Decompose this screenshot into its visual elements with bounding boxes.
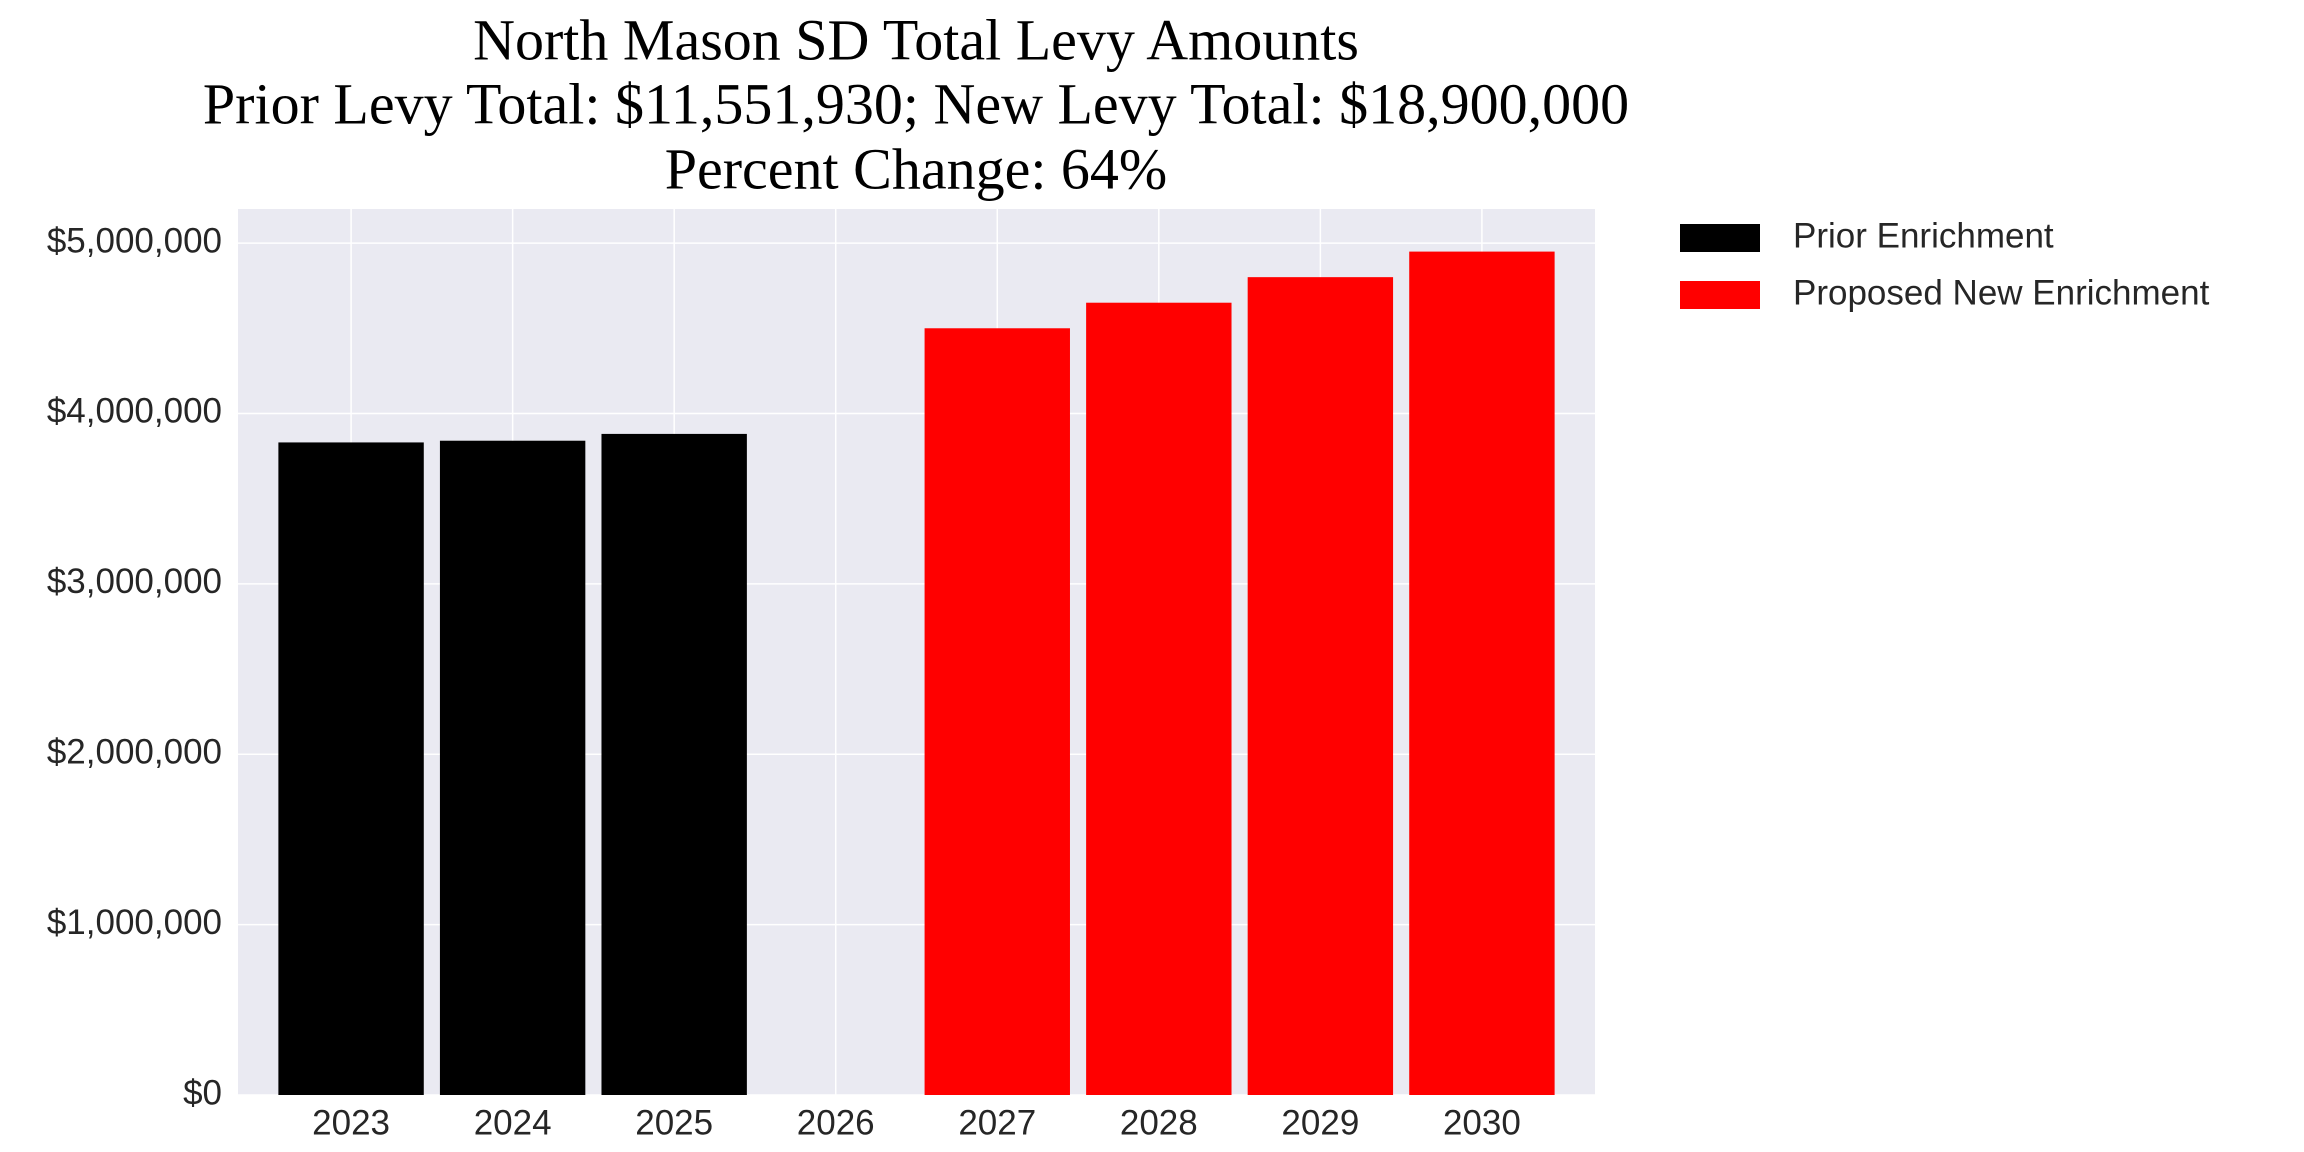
bar bbox=[1409, 251, 1555, 1095]
x-tick-label: 2029 bbox=[1281, 1103, 1359, 1142]
y-tick-label: $4,000,000 bbox=[47, 392, 222, 431]
bar bbox=[924, 328, 1070, 1095]
legend-swatch bbox=[1680, 224, 1760, 252]
x-tick-label: 2028 bbox=[1120, 1103, 1198, 1142]
legend-label: Prior Enrichment bbox=[1793, 216, 2054, 255]
bar bbox=[1247, 277, 1394, 1096]
chart-subtitle: Prior Levy Total: $11,551,930; New Levy … bbox=[203, 71, 1629, 136]
bar bbox=[601, 433, 747, 1095]
x-tick-label: 2026 bbox=[797, 1103, 875, 1142]
x-tick-label: 2025 bbox=[635, 1103, 713, 1142]
bar bbox=[439, 440, 586, 1095]
legend-swatch bbox=[1680, 281, 1760, 309]
chart-title: North Mason SD Total Levy Amounts bbox=[473, 7, 1359, 72]
bar bbox=[278, 442, 424, 1096]
y-tick-label: $5,000,000 bbox=[47, 221, 222, 260]
y-tick-label: $2,000,000 bbox=[47, 732, 222, 771]
y-tick-label: $0 bbox=[183, 1073, 222, 1112]
chart-subtitle: Percent Change: 64% bbox=[665, 136, 1168, 201]
bar bbox=[1086, 302, 1232, 1095]
legend-label: Proposed New Enrichment bbox=[1793, 273, 2210, 312]
y-tick-label: $1,000,000 bbox=[47, 903, 222, 942]
y-tick-label: $3,000,000 bbox=[47, 562, 222, 601]
x-tick-label: 2024 bbox=[474, 1103, 552, 1142]
x-tick-label: 2027 bbox=[958, 1103, 1036, 1142]
x-tick-label: 2030 bbox=[1443, 1103, 1521, 1142]
x-tick-label: 2023 bbox=[312, 1103, 390, 1142]
